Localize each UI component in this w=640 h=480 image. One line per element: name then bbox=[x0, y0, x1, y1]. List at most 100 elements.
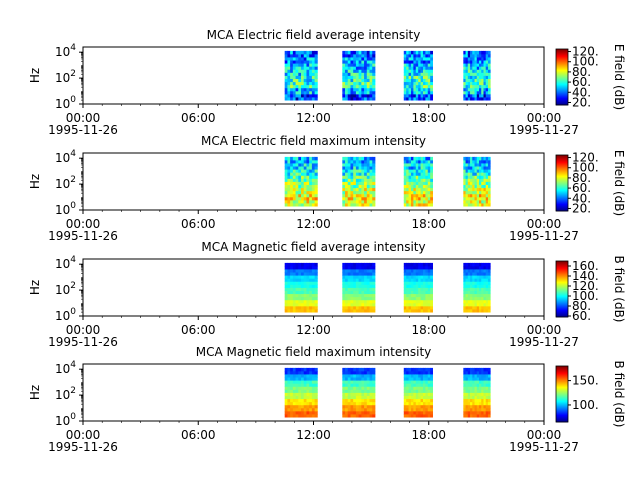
spectrogram-cell bbox=[465, 69, 469, 73]
spectrogram-cell bbox=[355, 386, 360, 390]
spectrogram-cell bbox=[292, 414, 296, 418]
spectrogram-cell bbox=[465, 163, 469, 167]
spectrogram-cell bbox=[403, 265, 407, 270]
spectrogram-cell bbox=[298, 196, 302, 201]
spectrogram-cell bbox=[483, 57, 487, 61]
spectrogram-cell bbox=[314, 401, 318, 406]
spectrogram-cell bbox=[408, 166, 412, 170]
colorbar-step bbox=[556, 182, 568, 184]
spectrogram-cell bbox=[479, 166, 482, 170]
spectrogram-cell bbox=[301, 87, 305, 92]
spectrogram-cell bbox=[485, 386, 489, 390]
spectrogram-cell bbox=[369, 296, 373, 301]
spectrogram-cell bbox=[287, 66, 291, 70]
spectrogram-cell bbox=[358, 262, 362, 267]
spectrogram-cell bbox=[487, 284, 491, 288]
spectrogram-cell bbox=[420, 272, 424, 276]
spectrogram-cell bbox=[479, 287, 482, 291]
spectrogram-cell bbox=[290, 63, 294, 67]
spectrogram-cell bbox=[425, 414, 429, 418]
spectrogram-cell bbox=[472, 401, 475, 406]
spectrogram-cell bbox=[298, 269, 302, 273]
spectrogram-cell bbox=[472, 281, 475, 285]
spectrogram-cell bbox=[355, 75, 360, 79]
spectrogram-cell bbox=[284, 193, 288, 198]
colorbar-step bbox=[556, 171, 568, 174]
spectrogram-cell bbox=[287, 377, 291, 381]
spectrogram-cell bbox=[403, 380, 407, 384]
spectrogram-cell bbox=[350, 196, 354, 201]
spectrogram-cell bbox=[366, 309, 370, 313]
spectrogram-cell bbox=[403, 407, 407, 412]
spectrogram-cell bbox=[287, 60, 291, 64]
spectrogram-cell bbox=[472, 57, 475, 61]
spectrogram-cell bbox=[485, 75, 489, 79]
spectrogram-cell bbox=[479, 278, 482, 282]
spectrogram-cell bbox=[467, 275, 471, 279]
colorbar-step bbox=[556, 76, 568, 78]
spectrogram-cell bbox=[347, 63, 351, 67]
spectrogram-cell bbox=[355, 78, 360, 83]
spectrogram-cell bbox=[364, 401, 368, 406]
spectrogram-cell bbox=[284, 66, 288, 70]
colorbar-step bbox=[556, 408, 568, 410]
spectrogram-cell bbox=[485, 178, 489, 182]
spectrogram-cell bbox=[287, 410, 291, 415]
spectrogram-cell bbox=[347, 169, 351, 173]
spectrogram-cell bbox=[364, 203, 368, 207]
spectrogram-cell bbox=[403, 302, 407, 307]
spectrogram-cell bbox=[430, 407, 433, 412]
spectrogram-cell bbox=[479, 184, 482, 189]
spectrogram-cell bbox=[479, 93, 482, 98]
spectrogram-cell bbox=[306, 395, 310, 400]
spectrogram-cell bbox=[369, 401, 373, 406]
spectrogram-cell bbox=[284, 69, 288, 73]
spectrogram-cell bbox=[347, 97, 351, 101]
spectrogram-cell bbox=[284, 57, 288, 61]
spectrogram-cell bbox=[481, 193, 484, 198]
spectrogram-cell bbox=[292, 60, 296, 64]
spectrogram-cell bbox=[358, 66, 362, 70]
spectrogram-cell bbox=[364, 404, 368, 409]
spectrogram-cell bbox=[366, 389, 370, 393]
spectrogram-cell bbox=[408, 395, 412, 400]
spectrogram-cell bbox=[292, 50, 296, 55]
spectrogram-cell bbox=[311, 386, 316, 390]
spectrogram-cell bbox=[403, 386, 407, 390]
spectrogram-cell bbox=[483, 156, 487, 161]
spectrogram-cell bbox=[309, 299, 313, 304]
spectrogram-cell bbox=[481, 81, 484, 86]
spectrogram-cell bbox=[347, 398, 351, 403]
spectrogram-cell bbox=[422, 193, 426, 198]
spectrogram-cell bbox=[476, 190, 480, 195]
spectrogram-cell bbox=[342, 187, 346, 192]
spectrogram-cell bbox=[372, 383, 376, 387]
spectrogram-cell bbox=[487, 66, 491, 70]
colorbar-step bbox=[556, 383, 568, 386]
spectrogram-cell bbox=[345, 81, 349, 86]
spectrogram-cell bbox=[287, 72, 291, 76]
spectrogram-cell bbox=[372, 190, 376, 195]
spectrogram-cell bbox=[410, 370, 414, 375]
spectrogram-cell bbox=[342, 163, 346, 167]
spectrogram-cell bbox=[355, 72, 360, 76]
spectrogram-cell bbox=[408, 269, 412, 273]
spectrogram-cell bbox=[311, 275, 316, 279]
spectrogram-cell bbox=[418, 60, 421, 64]
spectrogram-cell bbox=[481, 78, 484, 83]
spectrogram-cell bbox=[430, 410, 433, 415]
spectrogram-cell bbox=[403, 187, 407, 192]
spectrogram-cell bbox=[353, 166, 357, 170]
spectrogram-cell bbox=[470, 190, 473, 195]
spectrogram-cell bbox=[415, 410, 419, 415]
colorbar-step bbox=[556, 166, 568, 168]
spectrogram-cell bbox=[292, 401, 296, 406]
colorbar-step bbox=[556, 263, 568, 266]
spectrogram-cell bbox=[309, 175, 313, 179]
spectrogram-cell bbox=[298, 404, 302, 409]
spectrogram-cell bbox=[298, 278, 302, 282]
spectrogram-cell bbox=[415, 63, 419, 67]
spectrogram-cell bbox=[355, 87, 360, 92]
spectrogram-cell bbox=[430, 395, 433, 400]
spectrogram-cell bbox=[420, 178, 424, 182]
